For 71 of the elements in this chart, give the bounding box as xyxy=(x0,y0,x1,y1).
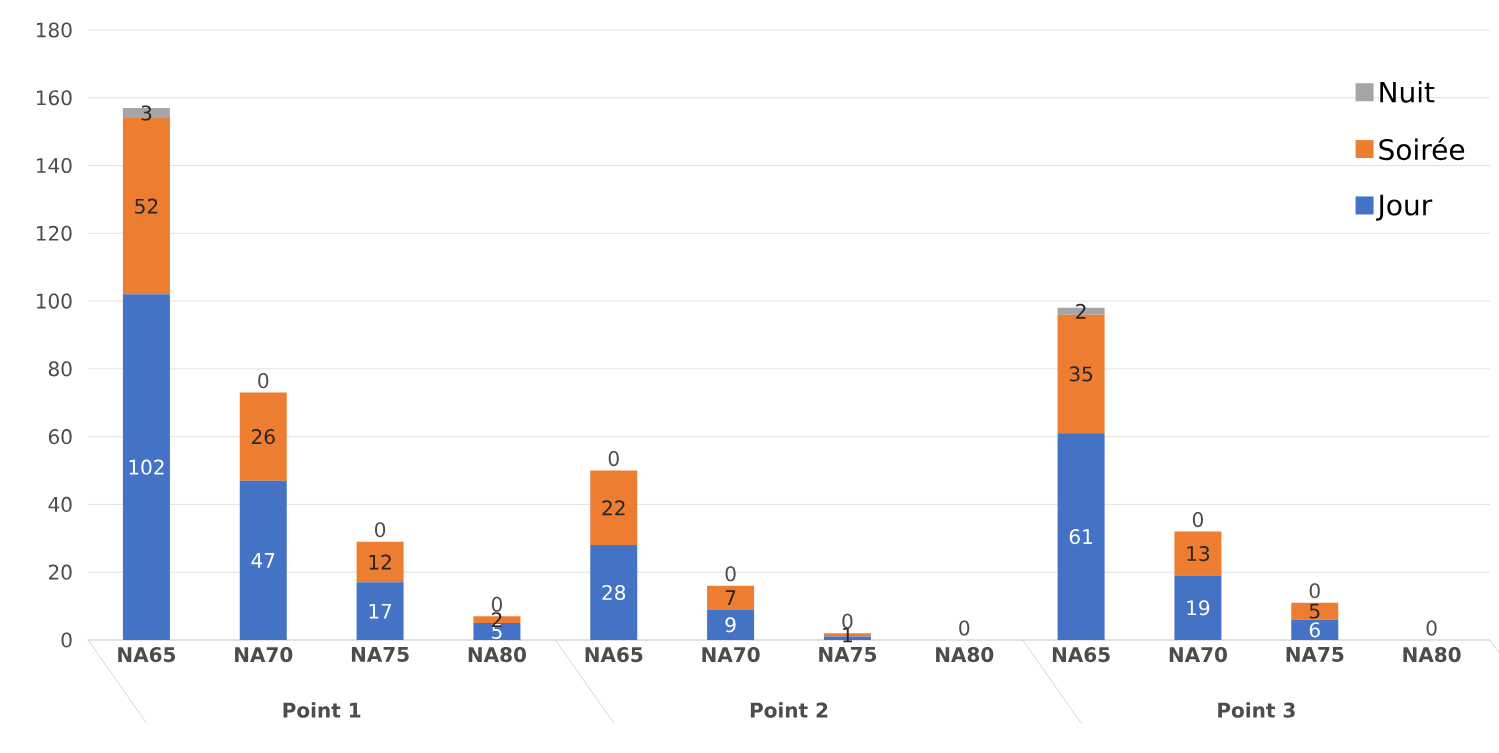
x-tick-label: NA75 xyxy=(1286,647,1344,662)
x-tick-label: NA75 xyxy=(351,647,409,662)
x-tick-label: NA70 xyxy=(235,647,293,663)
bar xyxy=(239,392,287,481)
data-label: 0 xyxy=(842,613,853,629)
y-tick-label: 80 xyxy=(48,361,72,377)
y-tick-label: 100 xyxy=(36,293,72,309)
data-label: 1 xyxy=(843,627,852,643)
y-tick-label: 20 xyxy=(48,564,72,580)
data-label: 61 xyxy=(1069,529,1092,545)
bar xyxy=(1174,575,1222,640)
data-label: 13 xyxy=(1187,545,1210,562)
y-tick-label: 120 xyxy=(36,225,72,241)
data-label: 5 xyxy=(1309,603,1320,619)
text: Point 1 xyxy=(283,702,361,718)
x-tick-label: NA70 xyxy=(1169,647,1227,663)
y-tick-label: 140 xyxy=(36,157,72,174)
bar xyxy=(122,107,170,119)
x-tick-label: NA75 xyxy=(819,647,877,662)
bar xyxy=(1291,619,1339,640)
y-tick-label: 60 xyxy=(48,429,72,445)
data-label: 3 xyxy=(141,105,152,121)
x-tick-label: NA65 xyxy=(118,647,176,663)
x-tick-label: NA80 xyxy=(936,647,994,663)
y-tick-label: 180 xyxy=(36,22,72,38)
bar xyxy=(239,480,287,640)
bar xyxy=(707,585,755,610)
data-label: 0 xyxy=(375,522,386,538)
y-tick-label: 0 xyxy=(61,632,72,648)
x-tick-label: NA65 xyxy=(1052,647,1110,663)
bar xyxy=(122,294,170,640)
data-label: 26 xyxy=(252,429,275,445)
data-label: 0 xyxy=(725,566,736,582)
data-label: 0 xyxy=(1426,620,1437,636)
bar xyxy=(356,541,404,583)
data-label: 47 xyxy=(251,553,275,568)
data-label: 12 xyxy=(369,554,391,570)
legend-label: Nuit xyxy=(1380,81,1435,103)
x-tick-label: NA80 xyxy=(468,647,526,663)
legend-label: Soirée xyxy=(1379,137,1465,161)
x-tick-label: NA65 xyxy=(585,647,643,663)
x-tick-label: NA70 xyxy=(702,647,760,663)
y-tick-label: 40 xyxy=(48,496,72,512)
data-label: 0 xyxy=(1192,511,1203,528)
bar xyxy=(1291,602,1339,620)
bar xyxy=(1057,433,1105,640)
data-label: 9 xyxy=(725,617,736,633)
data-label: 35 xyxy=(1069,366,1093,382)
bar xyxy=(1174,531,1222,576)
data-label: 0 xyxy=(959,620,970,636)
data-label: 22 xyxy=(602,500,625,516)
data-label: 0 xyxy=(258,373,269,389)
data-label: 0 xyxy=(491,596,502,612)
data-label: 17 xyxy=(369,603,392,619)
data-label: 52 xyxy=(135,198,158,214)
data-label: 0 xyxy=(1309,583,1320,599)
bar xyxy=(707,609,755,640)
legend-label: Jour xyxy=(1376,194,1433,221)
data-label: 28 xyxy=(602,584,626,601)
text: Point 2 xyxy=(750,702,828,718)
y-tick-label: 160 xyxy=(36,90,72,106)
data-label: 7 xyxy=(725,590,736,605)
data-label: 6 xyxy=(1309,622,1320,638)
bar xyxy=(590,470,638,546)
x-tick-label: NA80 xyxy=(1403,647,1461,663)
data-label: 0 xyxy=(608,450,619,467)
bar xyxy=(590,545,638,640)
data-label: 19 xyxy=(1187,600,1210,616)
bar xyxy=(356,582,404,640)
data-label: 102 xyxy=(129,459,164,475)
text: Point 3 xyxy=(1218,702,1295,718)
